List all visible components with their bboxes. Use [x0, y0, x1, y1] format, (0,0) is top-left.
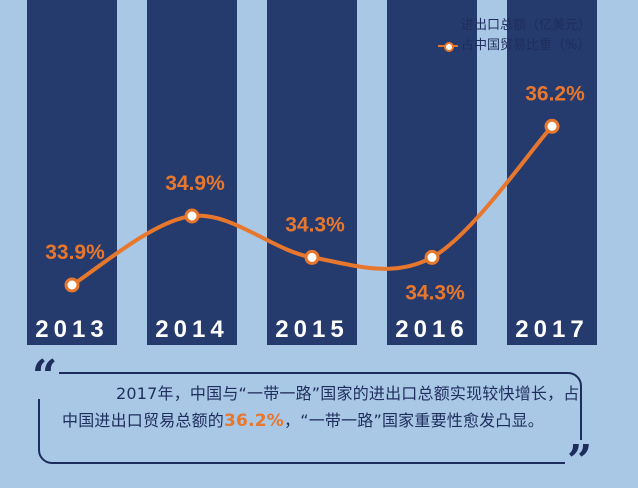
bar-2015 [267, 0, 357, 345]
legend-item-bar: 进出口总额（亿美元） [438, 16, 591, 36]
bar-2017 [507, 0, 597, 345]
bar-2016 [387, 0, 477, 345]
bar-2013 [27, 0, 117, 345]
line-value-label: 34.9% [165, 172, 225, 195]
quote-highlight: 36.2% [224, 411, 284, 431]
chart-svg: 14103.1201315026.3201413528.0201512695.8… [27, 0, 597, 345]
line-point [64, 277, 80, 293]
x-tick-label: 2016 [395, 316, 468, 343]
line-point [424, 249, 440, 265]
line-point [184, 208, 200, 224]
x-tick-label: 2017 [515, 316, 588, 343]
x-tick-label: 2015 [275, 316, 348, 343]
line-value-label: 36.2% [525, 82, 585, 105]
legend-bar-swatch [443, 21, 453, 31]
legend: 进出口总额（亿美元） 占中国贸易比重（%） [438, 16, 591, 56]
legend-bar-label: 进出口总额（亿美元） [461, 18, 592, 33]
x-tick-label: 2014 [155, 316, 228, 343]
bar-2014 [147, 0, 237, 345]
quote-part1: 2017年，中国与“一带一路”国家的进出口总额实现较快增长，占中国进出口贸易总额… [62, 384, 580, 430]
quote-box [38, 372, 582, 464]
close-quote-icon: ” [565, 436, 595, 487]
open-quote-icon: “ [30, 351, 60, 402]
line-point [544, 118, 560, 134]
legend-line-label: 占中国贸易比重（%） [461, 38, 591, 53]
legend-line-swatch [438, 41, 458, 52]
x-tick-label: 2013 [35, 316, 108, 343]
line-point [304, 249, 320, 265]
line-value-label: 34.3% [285, 213, 345, 236]
legend-item-line: 占中国贸易比重（%） [438, 36, 591, 56]
quote-part2: ，“一带一路”国家重要性愈发凸显。 [284, 411, 544, 430]
quote-text: 2017年，中国与“一带一路”国家的进出口总额实现较快增长，占中国进出口贸易总额… [62, 380, 580, 435]
line-value-label: 33.9% [45, 241, 105, 264]
line-value-label: 34.3% [405, 281, 465, 304]
